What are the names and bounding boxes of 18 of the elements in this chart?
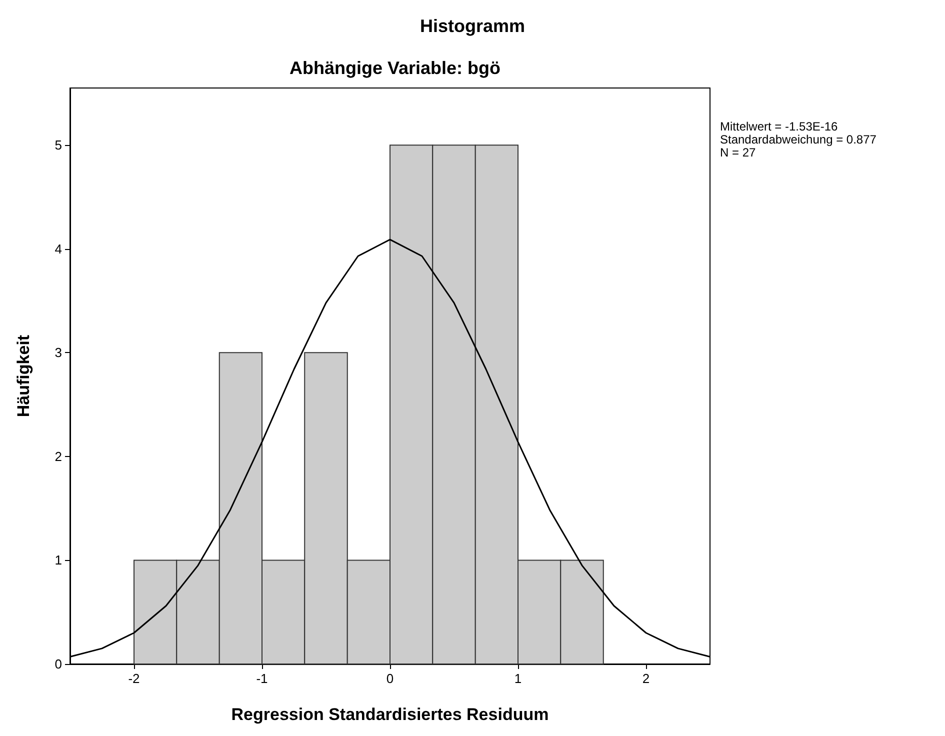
- text: Mittelwert = -1.53E-16: [720, 120, 838, 134]
- x-axis-title: Regression Standardisiertes Residuum: [231, 705, 549, 724]
- chart-title: Histogramm: [420, 16, 526, 36]
- y-tick-label: 2: [54, 448, 62, 464]
- chart-subtitle: Abhängige Variable: bgö: [289, 58, 501, 78]
- x-tick-label: 2: [642, 671, 650, 686]
- x-tick-label: 1: [514, 671, 522, 686]
- text: N = 27: [720, 146, 756, 160]
- x-tick-label: 0: [386, 671, 394, 686]
- y-axis-title: Häufigkeit: [14, 334, 33, 418]
- text: Standardabweichung = 0.877: [720, 132, 877, 146]
- y-tick-label: 0: [54, 656, 62, 672]
- y-tick-label: 4: [54, 241, 62, 256]
- y-tick-label: 5: [54, 138, 62, 153]
- x-tick-label: -2: [128, 671, 140, 686]
- y-tick-label: 1: [54, 552, 62, 568]
- x-tick-label: -1: [256, 671, 268, 686]
- y-tick-label: 3: [54, 345, 62, 360]
